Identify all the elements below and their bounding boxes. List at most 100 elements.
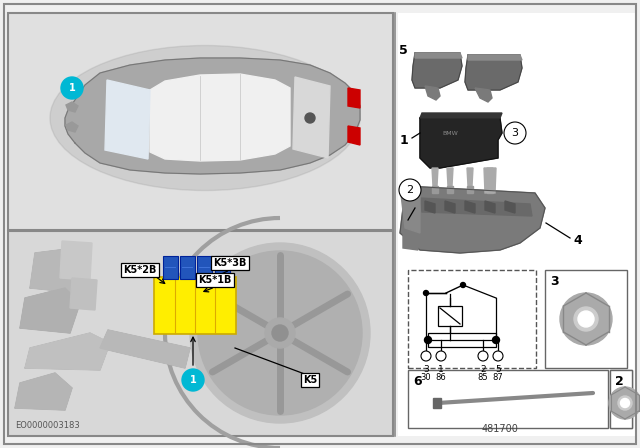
Polygon shape [412,53,462,88]
Polygon shape [505,201,515,213]
Text: 85: 85 [477,373,488,382]
Polygon shape [20,288,80,333]
FancyBboxPatch shape [610,370,632,428]
Circle shape [399,179,421,201]
Polygon shape [485,201,495,213]
FancyBboxPatch shape [428,333,496,347]
Polygon shape [420,118,502,168]
Circle shape [198,251,362,415]
Polygon shape [467,168,473,186]
Circle shape [493,336,499,344]
FancyBboxPatch shape [545,270,627,368]
Circle shape [436,351,446,361]
Circle shape [424,336,431,344]
Polygon shape [15,373,72,410]
Text: K5*1B: K5*1B [198,275,232,285]
Polygon shape [70,278,97,310]
Text: 1: 1 [399,134,408,146]
Text: 6: 6 [413,375,422,388]
Polygon shape [447,186,453,193]
Circle shape [560,293,612,345]
Polygon shape [487,186,493,193]
Polygon shape [293,77,330,158]
Text: 4: 4 [573,233,582,246]
Polygon shape [425,86,440,100]
Circle shape [272,325,288,341]
Polygon shape [468,55,522,60]
Text: 3: 3 [511,128,518,138]
Text: 2: 2 [480,365,486,374]
Circle shape [182,369,204,391]
Circle shape [61,77,83,99]
Text: BMW: BMW [442,130,458,135]
FancyBboxPatch shape [398,13,635,436]
Polygon shape [348,126,360,145]
Polygon shape [100,330,190,368]
Polygon shape [105,80,150,159]
Polygon shape [400,186,420,233]
Polygon shape [447,168,453,186]
Text: 30: 30 [420,373,431,382]
Polygon shape [400,186,545,253]
FancyBboxPatch shape [154,277,236,334]
Polygon shape [484,168,496,193]
Polygon shape [432,168,438,186]
Polygon shape [420,113,502,118]
Circle shape [478,351,488,361]
Text: 5: 5 [399,43,408,56]
Text: 5: 5 [495,365,501,374]
Circle shape [421,351,431,361]
FancyBboxPatch shape [610,370,632,428]
Text: 87: 87 [493,373,504,382]
Polygon shape [467,186,473,193]
Polygon shape [25,333,110,370]
Polygon shape [348,88,360,108]
Polygon shape [487,168,493,186]
Polygon shape [433,398,441,408]
Circle shape [621,399,630,408]
Ellipse shape [50,46,360,190]
Polygon shape [30,248,90,293]
Text: K5*3B: K5*3B [213,258,246,268]
Polygon shape [475,88,492,102]
Circle shape [265,318,295,348]
FancyBboxPatch shape [8,13,393,230]
Text: 2: 2 [406,185,413,195]
Polygon shape [445,201,455,213]
Text: 1: 1 [189,375,196,385]
Circle shape [305,113,315,123]
Polygon shape [420,198,532,216]
Text: K5*2B: K5*2B [124,265,157,275]
FancyBboxPatch shape [214,255,230,279]
Text: 3: 3 [423,365,429,374]
Text: K5: K5 [303,375,317,385]
Text: 1: 1 [438,365,444,374]
Circle shape [504,122,526,144]
Polygon shape [425,201,435,213]
Polygon shape [66,102,78,112]
FancyBboxPatch shape [408,370,608,428]
FancyBboxPatch shape [408,270,536,368]
Text: 2: 2 [615,375,624,388]
Text: 86: 86 [436,373,446,382]
Circle shape [461,283,465,288]
Circle shape [190,243,370,423]
FancyBboxPatch shape [163,255,177,279]
Polygon shape [415,53,462,58]
Circle shape [493,351,503,361]
Text: 3: 3 [550,275,559,288]
Text: 1: 1 [68,83,76,93]
Polygon shape [150,74,290,161]
Polygon shape [465,201,475,213]
Circle shape [574,307,598,331]
FancyBboxPatch shape [8,231,393,436]
Polygon shape [432,186,438,193]
Text: 481700: 481700 [481,424,518,434]
FancyBboxPatch shape [179,255,195,279]
Polygon shape [65,58,360,174]
Circle shape [424,290,429,296]
FancyBboxPatch shape [438,306,462,326]
Text: EO0000003183: EO0000003183 [15,421,80,430]
Polygon shape [403,233,418,250]
Circle shape [578,311,594,327]
